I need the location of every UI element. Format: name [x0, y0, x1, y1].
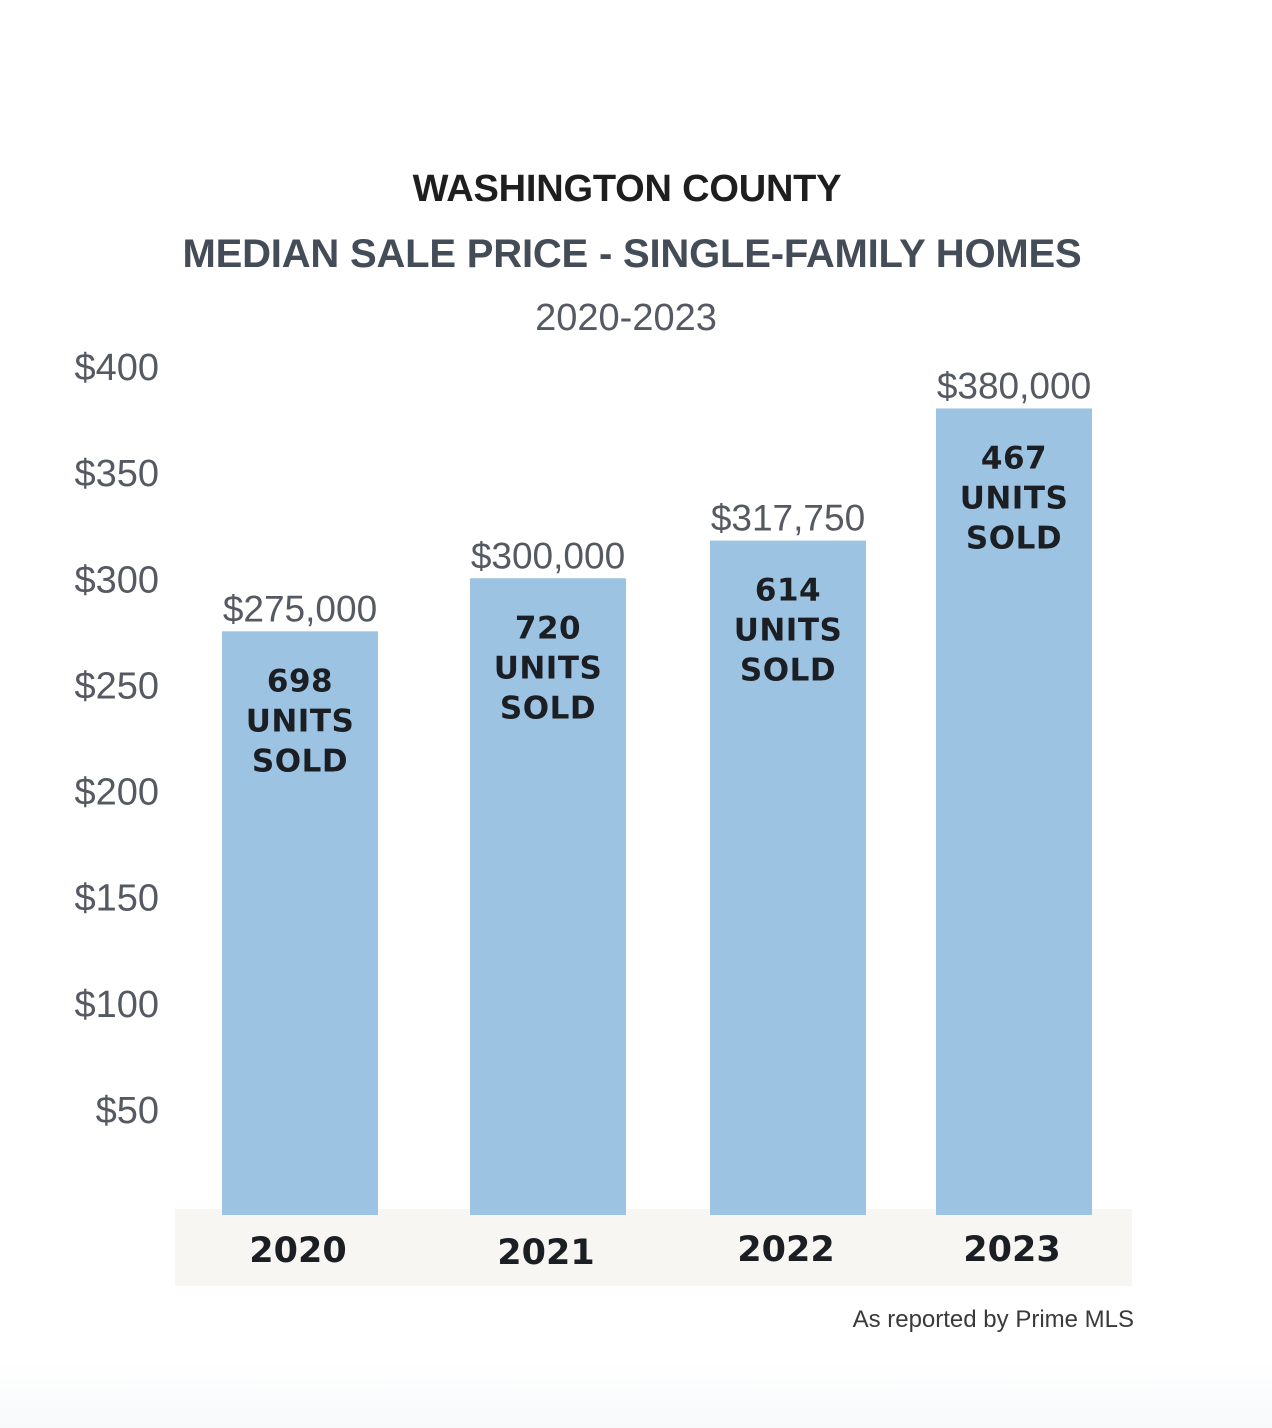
y-tick-label: $400 — [74, 347, 159, 389]
y-tick-label: $350 — [74, 453, 159, 495]
sold-label: SOLD — [500, 690, 596, 726]
units-label: UNITS — [734, 613, 843, 649]
y-tick-label: $150 — [74, 878, 159, 920]
y-tick-label: $250 — [74, 665, 159, 707]
units-sold-count: 720 — [515, 610, 581, 646]
bottom-fade — [0, 1360, 1272, 1428]
sold-label: SOLD — [966, 520, 1062, 556]
units-label: UNITS — [246, 703, 355, 739]
bar — [470, 578, 626, 1215]
units-label: UNITS — [494, 650, 603, 686]
bar — [222, 631, 378, 1215]
chart-period: 2020-2023 — [535, 297, 717, 339]
chart-title: WASHINGTON COUNTY — [412, 168, 842, 210]
units-sold-count: 614 — [755, 573, 821, 609]
x-category-label: 2021 — [497, 1233, 594, 1273]
sold-label: SOLD — [740, 653, 836, 689]
y-tick-label: $300 — [74, 559, 159, 601]
units-sold-count: 467 — [981, 440, 1047, 476]
chart-subtitle: MEDIAN SALE PRICE - SINGLE-FAMILY HOMES — [182, 232, 1082, 276]
units-label: UNITS — [960, 480, 1069, 516]
category-band — [175, 1209, 1132, 1286]
bar — [710, 540, 866, 1215]
bar-value-label: $275,000 — [223, 588, 377, 629]
bar-value-label: $317,750 — [711, 498, 865, 539]
bar — [936, 408, 1092, 1215]
x-category-label: 2020 — [249, 1231, 346, 1271]
y-tick-label: $100 — [74, 984, 159, 1026]
y-tick-label: $200 — [74, 772, 159, 814]
bar-value-label: $380,000 — [937, 365, 1091, 406]
bar-chart: $50 $100 $150 $200 $250 $300 $350 $400 $275,000 6… — [74, 347, 1132, 1286]
y-tick-label: $50 — [96, 1090, 159, 1132]
bar-value-label: $300,000 — [471, 535, 625, 576]
source-note: As reported by Prime MLS — [852, 1306, 1134, 1333]
x-category-label: 2022 — [737, 1230, 834, 1270]
sold-label: SOLD — [252, 743, 348, 779]
units-sold-count: 698 — [267, 663, 333, 699]
x-category-label: 2023 — [963, 1230, 1060, 1270]
